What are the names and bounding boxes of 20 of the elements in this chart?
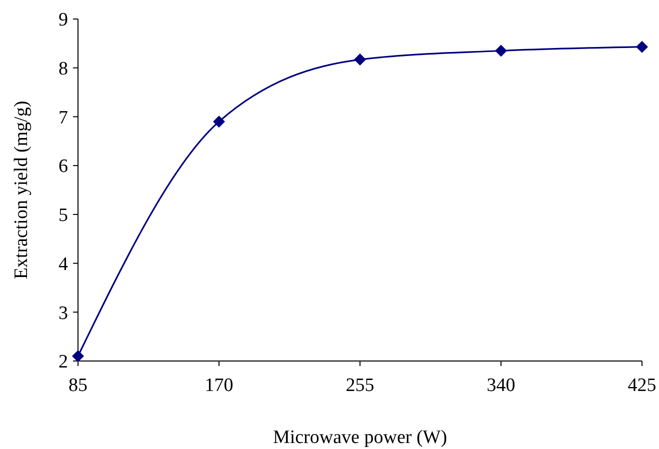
x-tick-label: 85 <box>68 375 88 396</box>
y-tick-label: 2 <box>58 352 68 373</box>
x-tick-label: 170 <box>204 375 234 396</box>
point <box>72 350 84 362</box>
y-tick-label: 5 <box>58 205 68 226</box>
x-axis-title: Microwave power (W) <box>272 427 448 448</box>
y-axis-title: Extraction yield (mg/g) <box>11 100 32 280</box>
y-tick-label: 4 <box>58 254 68 275</box>
point <box>636 40 648 53</box>
point <box>354 54 366 66</box>
point <box>495 44 507 57</box>
y-tick-label: 6 <box>58 156 68 178</box>
y-tick-label: 3 <box>58 302 68 324</box>
x-tick-label: 425 <box>628 375 656 396</box>
y-tick-label: 9 <box>58 10 68 31</box>
x-tick-label: 340 <box>486 375 516 396</box>
y-tick-label: 8 <box>58 58 68 80</box>
x-tick-label: 255 <box>346 375 374 396</box>
y-tick-label: 7 <box>58 107 68 128</box>
point <box>213 116 225 128</box>
